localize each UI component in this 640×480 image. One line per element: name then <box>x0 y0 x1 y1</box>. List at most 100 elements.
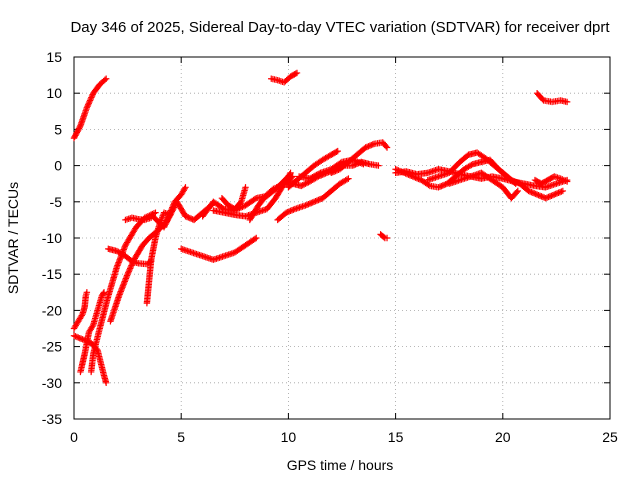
y-tick-label: -20 <box>42 302 62 318</box>
data-point <box>555 189 562 196</box>
data-point <box>305 201 312 208</box>
data-point <box>163 218 171 225</box>
data-point <box>509 177 517 184</box>
data-point <box>355 159 363 166</box>
x-tick-label: 15 <box>388 429 404 445</box>
data-point <box>287 207 294 215</box>
data-point <box>539 193 547 201</box>
data-point <box>70 134 78 142</box>
data-point <box>351 157 358 164</box>
data-point <box>358 160 366 167</box>
data-point <box>308 199 315 207</box>
data-point <box>125 268 133 275</box>
data-point <box>315 196 322 204</box>
x-tick-label: 25 <box>602 429 618 445</box>
data-point <box>333 148 340 156</box>
y-tick-label: -10 <box>42 230 62 246</box>
data-point <box>75 125 83 132</box>
x-tick-label: 10 <box>281 429 297 445</box>
data-point <box>167 209 175 217</box>
x-tick-label: 5 <box>177 429 185 445</box>
data-point <box>357 159 364 167</box>
data-point <box>88 92 96 100</box>
data-point <box>161 222 168 229</box>
data-point <box>73 129 81 136</box>
data-point <box>375 162 382 169</box>
data-point <box>552 190 559 198</box>
data-point <box>72 130 80 138</box>
data-point <box>182 213 189 220</box>
data-point <box>563 178 571 185</box>
y-tick-label: -30 <box>42 375 62 391</box>
data-point <box>185 214 192 221</box>
data-point <box>383 144 391 151</box>
data-point <box>337 159 344 167</box>
data-point <box>162 221 169 228</box>
data-point <box>170 204 178 211</box>
data-point <box>74 128 81 135</box>
data-point <box>558 188 565 195</box>
data-point <box>349 156 356 164</box>
data-point <box>290 206 297 213</box>
data-point <box>438 182 445 190</box>
axes: 0 5 10 15 20 25 -35 -30 -25 -20 -15 -10 -5 0 5 10 15 <box>42 49 618 445</box>
data-point <box>362 144 369 151</box>
data-point <box>543 194 551 201</box>
data-point <box>89 323 96 330</box>
data-point <box>242 184 249 191</box>
data-point <box>310 198 318 205</box>
data-point <box>298 182 305 190</box>
data-point <box>76 334 83 342</box>
data-point <box>531 190 538 197</box>
data-point <box>85 100 92 107</box>
data-point <box>309 199 316 206</box>
data-point <box>545 193 552 201</box>
data-point <box>368 141 375 149</box>
data-point <box>167 211 174 218</box>
data-point <box>88 94 95 101</box>
data-point <box>363 143 371 151</box>
data-point <box>292 70 299 77</box>
data-point <box>533 191 541 198</box>
data-point <box>164 216 171 224</box>
data-point <box>102 75 110 82</box>
y-tick-label: 10 <box>46 85 62 101</box>
data-point <box>239 203 246 211</box>
data-point <box>87 95 94 103</box>
data-point <box>124 271 131 278</box>
data-point <box>102 379 110 386</box>
data-point <box>538 193 545 200</box>
data-point <box>253 234 260 242</box>
data-point <box>84 103 91 110</box>
data-point <box>165 214 173 221</box>
data-point <box>512 178 519 186</box>
x-tick-label: 0 <box>70 429 78 445</box>
chart-title: Day 346 of 2025, Sidereal Day-to-day VTE… <box>70 19 610 36</box>
data-point <box>73 333 81 341</box>
data-point <box>186 214 193 222</box>
data-point <box>78 312 85 319</box>
data-point <box>126 266 133 274</box>
data-point <box>559 187 567 195</box>
data-point <box>125 269 132 276</box>
data-point <box>100 290 107 297</box>
data-point <box>182 184 189 191</box>
data-point <box>84 101 92 108</box>
data-point <box>383 234 391 242</box>
data-point <box>169 207 176 214</box>
data-point <box>77 335 85 342</box>
data-point <box>284 208 291 216</box>
data-point <box>513 179 521 186</box>
data-point <box>334 147 341 155</box>
data-point <box>251 235 259 243</box>
data-point <box>162 219 170 227</box>
y-tick-label: -5 <box>50 194 63 210</box>
data-point <box>299 181 306 189</box>
data-point <box>380 233 388 241</box>
y-tick-label: -35 <box>42 411 62 427</box>
data-point <box>166 212 173 220</box>
data-point <box>352 157 359 165</box>
data-point <box>369 141 376 148</box>
data-point <box>313 197 321 204</box>
